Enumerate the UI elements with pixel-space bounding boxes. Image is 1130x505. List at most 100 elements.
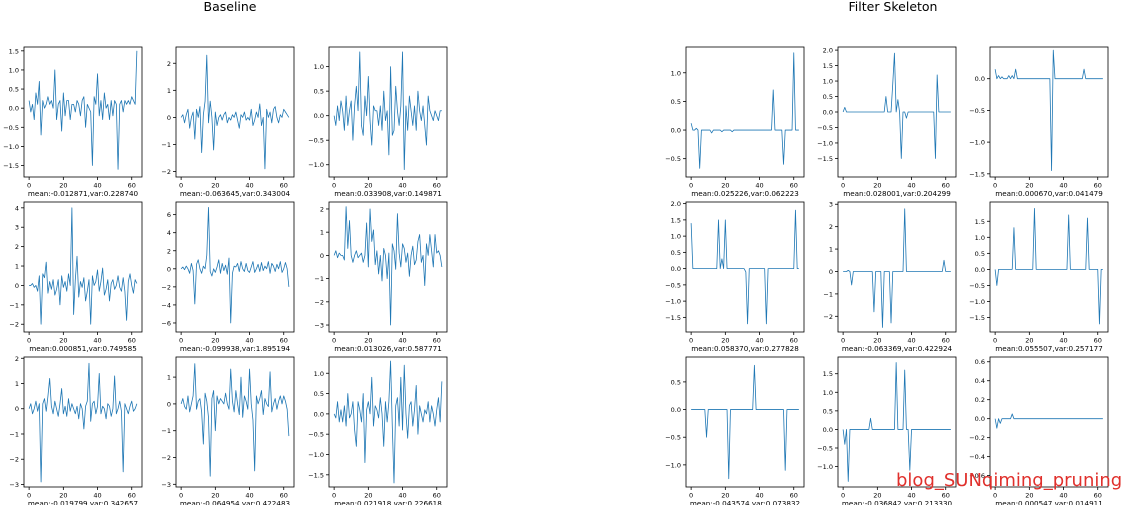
y-tick-label: 1.5 (975, 218, 985, 226)
x-tick-label: 0 (841, 337, 845, 345)
x-tick-label: 60 (1094, 492, 1102, 500)
subplot-9: 1.0 0.5 0.0 −0.5 −1.0 −1.5 0 20 40 60mean:0.02191… (308, 356, 448, 505)
subplot-1: 1.5 1.0 0.5 0.0 −0.5 −1.0 −1.5 0 20 40 60mean:-0.0… (3, 46, 143, 198)
subplot-caption: mean:0.025226,var:0.062223 (691, 189, 799, 198)
plot-frame (328, 356, 448, 488)
subplot-caption: mean:-0.099938,var:1.895194 (180, 344, 291, 353)
y-tick-label: −3 (314, 322, 324, 330)
x-tick-label: 40 (93, 182, 101, 190)
y-tick-label: −1.5 (3, 162, 19, 170)
x-tick-label: 60 (790, 492, 798, 500)
y-tick-label: 2 (15, 243, 19, 251)
subplot-13: 2.0 1.5 1.0 0.5 0.0 −0.5 −1.0 −1.5 0 20 40 60mean:0… (665, 200, 805, 353)
y-tick-label: 6 (167, 211, 171, 219)
plot-frame (328, 201, 448, 333)
x-tick-label: 40 (1059, 492, 1067, 500)
series-line (180, 207, 290, 324)
x-tick-label: 40 (398, 182, 406, 190)
plot-frame (685, 201, 805, 333)
y-tick-label: 0.5 (671, 378, 681, 386)
x-tick-label: 40 (1059, 182, 1067, 190)
x-tick-label: 0 (179, 337, 183, 345)
y-tick-label: −0.5 (969, 282, 985, 290)
x-tick-label: 40 (755, 182, 763, 190)
x-tick-label: 0 (179, 182, 183, 190)
y-tick-label: 0.5 (671, 98, 681, 106)
y-tick-label: −3 (161, 481, 171, 489)
y-tick-label: −1 (9, 430, 19, 438)
x-tick-label: 0 (332, 337, 336, 345)
x-tick-label: 20 (59, 337, 67, 345)
subplot-caption: mean:0.013026,var:0.587771 (334, 344, 442, 353)
y-tick-label: 1.0 (823, 78, 833, 86)
plot-frame (23, 201, 143, 333)
y-tick-label: 1.0 (314, 370, 324, 378)
y-tick-label: 0.0 (823, 109, 833, 117)
subplot-caption: mean:-0.043574,var:0.073832 (690, 499, 800, 505)
y-tick-label: 3 (15, 224, 19, 232)
y-tick-label: 0.5 (975, 250, 985, 258)
series-line (691, 364, 799, 480)
y-tick-label: −0.5 (817, 445, 833, 453)
x-tick-label: 20 (721, 337, 729, 345)
subplot-18: 0.6 0.4 0.2 0.0 −0.2 −0.4 −0.6 0 20 40 60mean:0.00… (969, 356, 1109, 505)
series-line (994, 49, 1103, 172)
y-tick-label: −2 (314, 298, 324, 306)
subplot-2: 2 1 0 −1 −2 0 20 40 60mean:-0.063645,var:0.34300… (161, 46, 295, 198)
x-tick-label: 40 (398, 492, 406, 500)
x-tick-label: 40 (907, 337, 915, 345)
subplot-caption: mean:0.000851,var:0.749585 (29, 344, 137, 353)
plot-frame (175, 46, 295, 178)
x-tick-label: 0 (993, 182, 997, 190)
x-tick-label: 60 (790, 182, 798, 190)
subplot-16: 0.5 0.0 −0.5 −1.0 0 20 40 60mean:-0.043574,var:… (665, 356, 805, 505)
subplot-caption: mean:-0.064954,var:0.422483 (180, 499, 290, 505)
x-tick-label: 60 (128, 182, 136, 190)
y-tick-label: 0.4 (975, 377, 985, 385)
subplot-6: 2 1 0 −1 −2 −3 0 20 40 60mean:0.013026,var:0.5877… (314, 201, 448, 353)
plot-frame (837, 356, 957, 488)
x-tick-label: 0 (993, 492, 997, 500)
x-tick-label: 60 (280, 182, 288, 190)
x-tick-label: 20 (1025, 492, 1033, 500)
plot-frame (23, 356, 143, 488)
plot-frame (328, 46, 448, 178)
y-tick-label: 0 (167, 265, 171, 273)
y-tick-label: 0.0 (823, 426, 833, 434)
series-line (333, 51, 442, 171)
subplot-caption: mean:0.033908,var:0.149871 (334, 189, 442, 198)
y-tick-label: −0.5 (3, 124, 19, 132)
subplot-caption: mean:0.000547,var:0.014911 (995, 499, 1103, 505)
subplot-caption: mean:0.000670,var:0.041479 (995, 189, 1103, 198)
subplot-caption: mean:-0.036842,var:0.213330 (842, 499, 953, 505)
plot-frame (989, 356, 1109, 488)
y-tick-label: 4 (167, 229, 171, 237)
x-tick-label: 0 (332, 492, 336, 500)
x-tick-label: 40 (907, 182, 915, 190)
y-tick-label: 0.5 (823, 407, 833, 415)
plot-frame (175, 201, 295, 333)
plot-frame (989, 46, 1109, 178)
y-tick-label: −1 (314, 275, 324, 283)
x-tick-label: 0 (689, 492, 693, 500)
y-tick-label: −0.5 (665, 281, 681, 289)
y-tick-label: −1.0 (969, 139, 985, 147)
subplot-caption: mean:0.055507,var:0.257177 (995, 344, 1103, 353)
y-tick-label: 0.0 (975, 75, 985, 83)
subplot-7: 2 1 0 −1 −2 −3 0 20 40 60mean:-0.019799,var:0.342… (9, 355, 143, 505)
x-tick-label: 40 (755, 492, 763, 500)
plot-frame (685, 46, 805, 178)
x-tick-label: 40 (398, 337, 406, 345)
y-tick-label: −0.6 (969, 472, 985, 480)
series-line (28, 362, 138, 483)
y-tick-label: 2.0 (823, 47, 833, 55)
y-tick-label: 2 (167, 247, 171, 255)
y-tick-label: 0.0 (314, 410, 324, 418)
y-tick-label: −0.5 (665, 155, 681, 163)
subplot-4: 4 3 2 1 0 −1 −2 0 20 40 60mean:0.000851,var:0.7495… (9, 201, 143, 353)
y-tick-label: −1.0 (969, 298, 985, 306)
y-tick-label: −0.2 (969, 434, 985, 442)
series-line (180, 363, 290, 477)
x-tick-label: 0 (27, 492, 31, 500)
